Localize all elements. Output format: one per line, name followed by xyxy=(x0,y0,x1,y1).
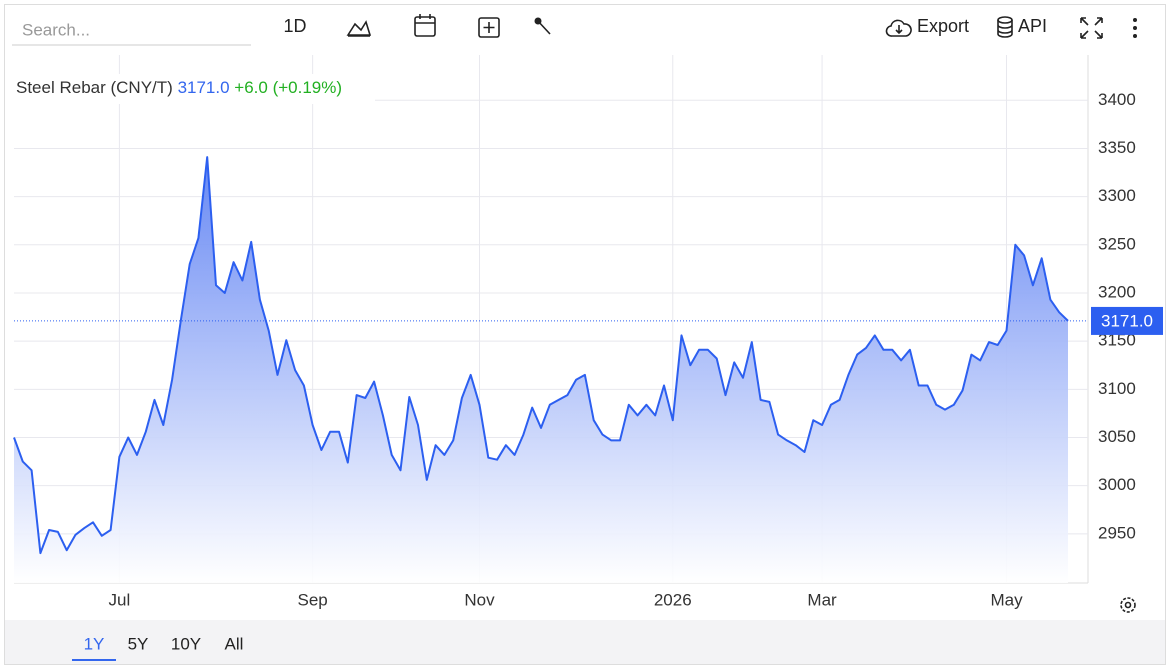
last-price-label: 3171.0 xyxy=(1101,311,1153,330)
x-tick-label: May xyxy=(990,590,1023,609)
y-tick-label: 3050 xyxy=(1098,427,1136,446)
y-tick-label: 3150 xyxy=(1098,331,1136,350)
calendar-icon[interactable] xyxy=(414,14,436,37)
interval-button[interactable]: 1D xyxy=(283,16,306,36)
y-tick-label: 3350 xyxy=(1098,138,1136,157)
api-button[interactable]: API xyxy=(1018,16,1047,36)
export-icon[interactable] xyxy=(885,19,912,37)
legend-title: Steel Rebar (CNY/T) xyxy=(16,78,173,97)
fullscreen-icon[interactable] xyxy=(1080,17,1103,39)
last-price-box xyxy=(1091,306,1163,335)
x-tick-label: Jul xyxy=(109,590,131,609)
range-button[interactable]: 5Y xyxy=(128,634,149,653)
range-bar xyxy=(5,620,1165,664)
x-tick-label: 2026 xyxy=(654,590,692,609)
api-icon[interactable] xyxy=(997,16,1013,38)
y-tick-label: 3300 xyxy=(1098,186,1136,205)
range-button[interactable]: 10Y xyxy=(171,634,201,653)
y-tick-label: 3000 xyxy=(1098,475,1136,494)
menu-icon[interactable] xyxy=(1133,18,1137,38)
legend-background xyxy=(10,74,375,104)
y-tick-label: 3250 xyxy=(1098,234,1136,253)
range-button[interactable]: 1Y xyxy=(84,634,105,653)
settings-icon[interactable] xyxy=(1120,597,1136,613)
y-tick-label: 3100 xyxy=(1098,379,1136,398)
y-tick-label: 2950 xyxy=(1098,523,1136,542)
add-icon[interactable] xyxy=(478,17,500,38)
plot-area xyxy=(13,55,1088,583)
export-button[interactable]: Export xyxy=(917,16,969,36)
x-tick-label: Mar xyxy=(807,590,837,609)
price-line xyxy=(13,156,1069,555)
chart-type-icon[interactable] xyxy=(346,20,372,37)
range-button[interactable]: All xyxy=(225,634,244,653)
tools-icon[interactable] xyxy=(534,17,551,35)
legend: Steel Rebar (CNY/T) 3171.0 +6.0 (+0.19%) xyxy=(16,78,342,97)
legend-price: 3171.0 xyxy=(178,78,230,97)
area xyxy=(14,157,1068,583)
range-buttons: 1Y 5Y 10Y All xyxy=(72,634,244,661)
search-input[interactable]: Search... xyxy=(22,20,90,39)
x-tick-label: Nov xyxy=(464,590,495,609)
y-tick-label: 3200 xyxy=(1098,282,1136,301)
legend-change: +6.0 (+0.19%) xyxy=(234,78,342,97)
y-tick-label: 3400 xyxy=(1098,90,1136,109)
x-tick-label: Sep xyxy=(298,590,328,609)
